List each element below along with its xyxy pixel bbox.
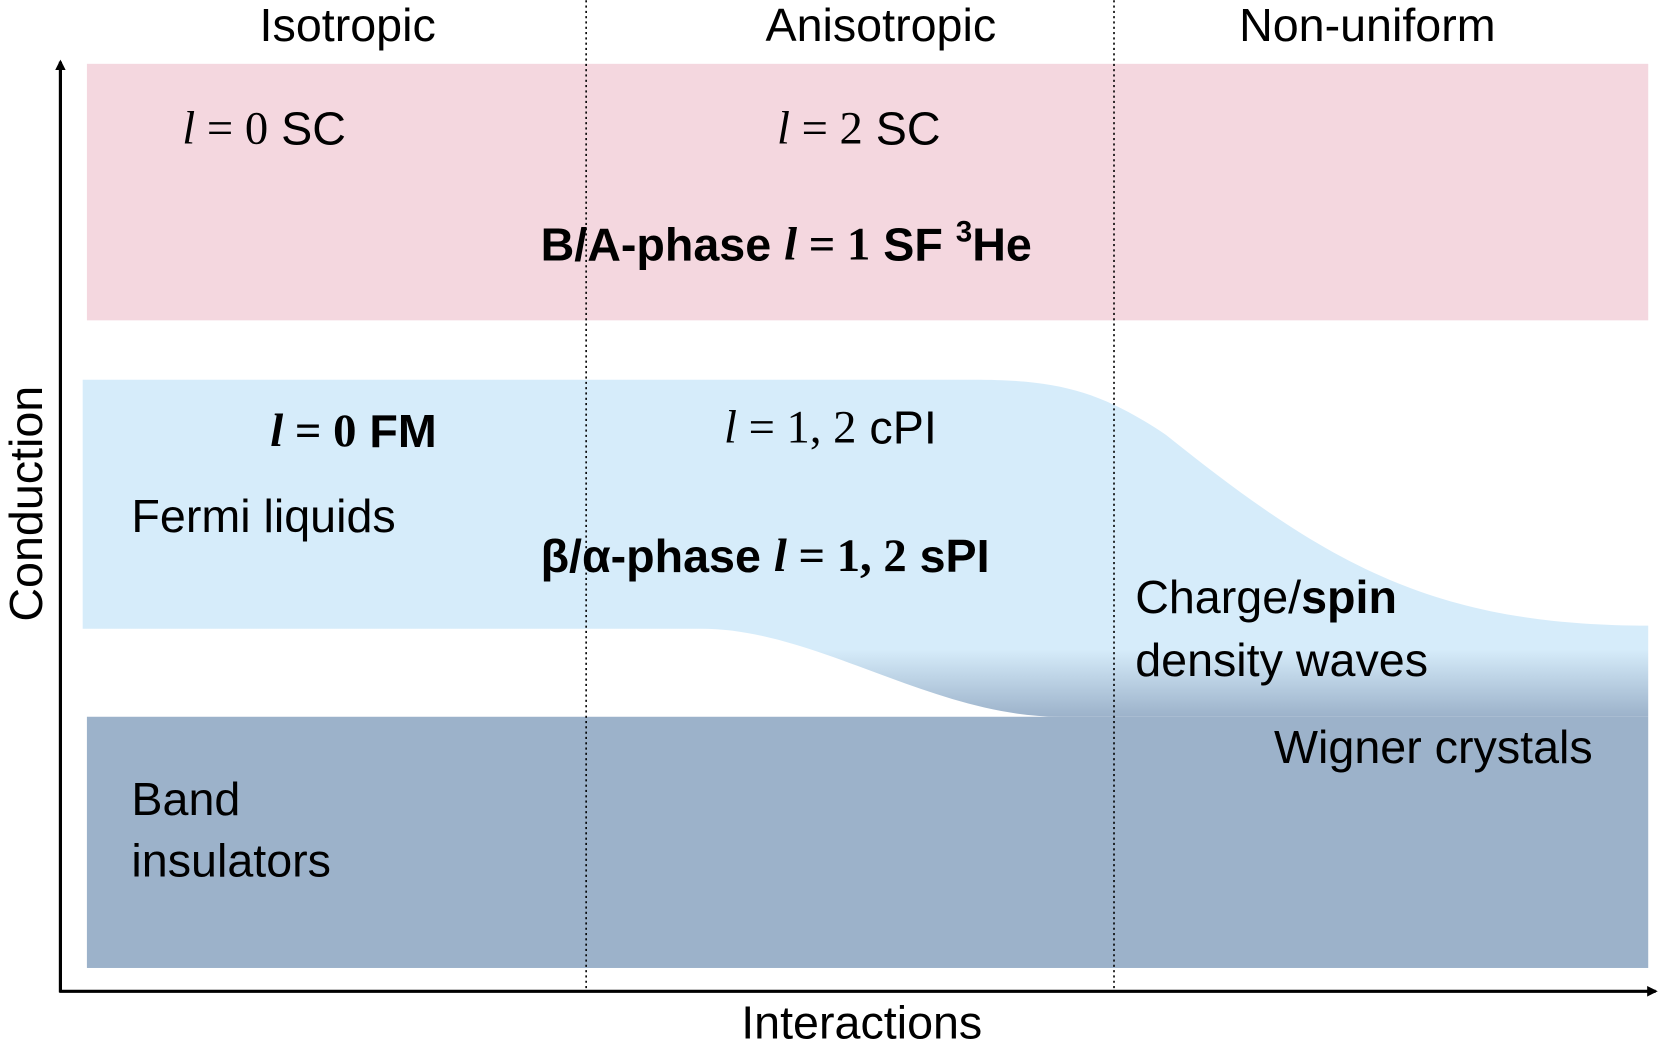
label-part: = 1, 2 xyxy=(787,530,907,582)
x-axis-label: Interactions xyxy=(741,997,982,1049)
label-part: B/A-phase xyxy=(541,219,785,271)
label: l = 0 FM xyxy=(270,405,436,458)
label-part: l xyxy=(724,401,737,453)
label-part: = 1, 2 xyxy=(737,401,857,453)
label-part: = 2 xyxy=(790,102,863,154)
label-part: cPI xyxy=(856,402,936,454)
superconductor-band xyxy=(86,63,1649,321)
label: B/A-phase l = 1 SF 3He xyxy=(541,215,1032,270)
label-part: l xyxy=(182,102,195,154)
label: density waves xyxy=(1135,634,1428,686)
column-label: Isotropic xyxy=(260,0,436,51)
label: l = 1, 2 cPI xyxy=(724,401,937,454)
label-part: = 1 xyxy=(797,218,870,270)
label-part: β/α-phase xyxy=(541,530,774,582)
label-part: spin xyxy=(1301,572,1397,624)
label: insulators xyxy=(131,834,331,886)
label: Charge/spin xyxy=(1135,572,1397,624)
label-part: 3 xyxy=(956,215,973,248)
label: Fermi liquids xyxy=(131,490,395,542)
label-part: l xyxy=(774,530,787,582)
column-label: Anisotropic xyxy=(765,0,996,51)
column-label: Non-uniform xyxy=(1239,0,1496,51)
label-part: l xyxy=(784,218,797,270)
label-part: Charge/ xyxy=(1135,572,1301,624)
label-part: SC xyxy=(268,103,346,155)
label-part: = 0 xyxy=(195,102,268,154)
metal-band xyxy=(82,379,1649,717)
label-part: FM xyxy=(356,405,436,457)
label: β/α-phase l = 1, 2 sPI xyxy=(541,530,990,583)
insulator-band xyxy=(86,716,1649,968)
label-part: He xyxy=(972,219,1032,271)
label-part: sPI xyxy=(907,530,990,582)
label: Wigner crystals xyxy=(1274,721,1593,773)
label-part: l xyxy=(270,405,283,457)
label-part: = 0 xyxy=(283,405,356,457)
label: l = 0 SC xyxy=(182,102,346,155)
label: Band xyxy=(131,773,240,825)
label: l = 2 SC xyxy=(777,102,941,155)
label-part: l xyxy=(777,102,790,154)
label-part: SC xyxy=(863,103,941,155)
y-axis-label: Conduction xyxy=(0,386,52,622)
label-part: SF xyxy=(870,219,956,271)
